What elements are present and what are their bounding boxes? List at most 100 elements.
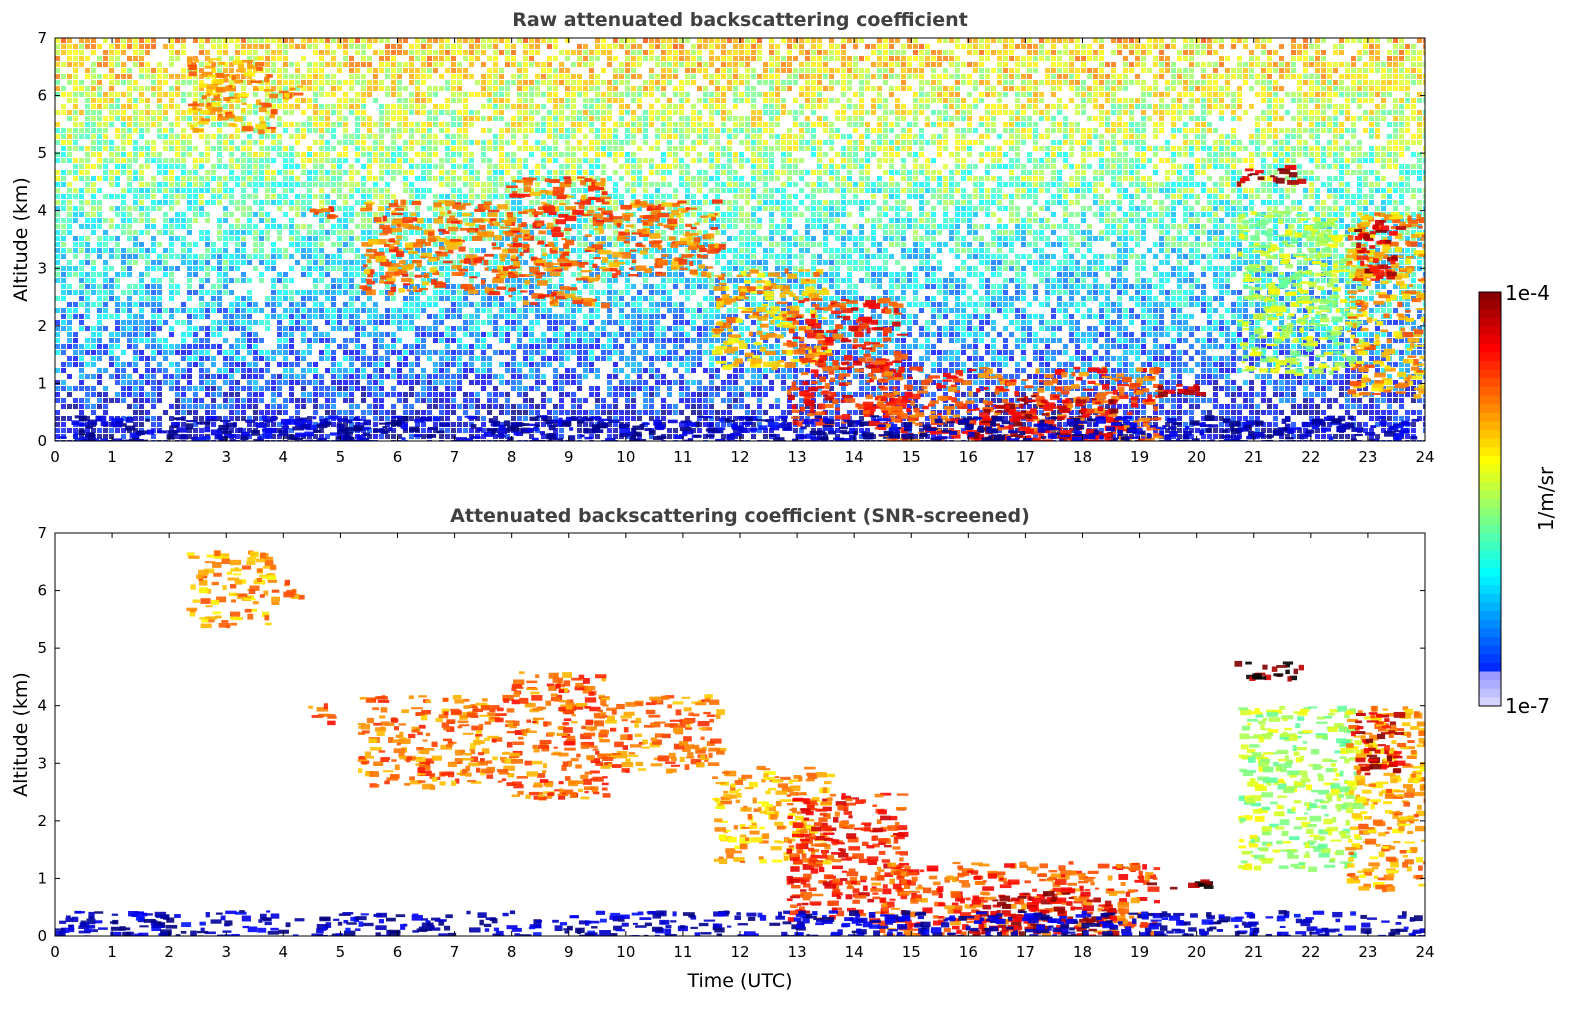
x-tick-label: 17 <box>1016 943 1035 961</box>
x-tick-label: 16 <box>959 448 978 466</box>
x-tick-label: 22 <box>1301 448 1320 466</box>
x-tick-label: 7 <box>450 943 460 961</box>
colorbar-step <box>1479 697 1501 707</box>
x-tick-label: 21 <box>1244 448 1263 466</box>
colorbar-step <box>1479 680 1501 690</box>
plot-background <box>55 533 1425 936</box>
x-tick-label: 4 <box>279 448 289 466</box>
x-tick-label: 0 <box>50 943 60 961</box>
colorbar-step <box>1479 542 1501 552</box>
feature-cloud-11 <box>1146 879 1214 890</box>
x-tick-label: 14 <box>845 943 864 961</box>
feature-cloud-4 <box>357 694 524 790</box>
x-tick-label: 8 <box>507 943 517 961</box>
feature-cloud-2 <box>283 579 305 600</box>
colorbar-step <box>1479 576 1501 586</box>
x-tick-label: 5 <box>336 448 346 466</box>
x-tick-label: 22 <box>1301 943 1320 961</box>
x-tick-label: 20 <box>1187 943 1206 961</box>
x-tick-label: 12 <box>730 448 749 466</box>
colorbar-step <box>1479 559 1501 569</box>
x-tick-label: 19 <box>1130 448 1149 466</box>
colorbar-step <box>1479 628 1501 638</box>
colorbar-step <box>1479 361 1501 371</box>
x-tick-label: 6 <box>393 943 403 961</box>
plot-area-1 <box>55 38 1425 441</box>
colorbar-step <box>1479 688 1501 698</box>
colorbar-step <box>1479 490 1501 500</box>
colorbar-step <box>1479 395 1501 405</box>
x-tick-label: 9 <box>564 448 574 466</box>
colorbar-max-label: 1e-4 <box>1505 281 1550 305</box>
x-tick-label: 24 <box>1415 943 1434 961</box>
colorbar-step <box>1479 438 1501 448</box>
x-tick-label: 9 <box>564 943 574 961</box>
x-tick-label: 13 <box>788 448 807 466</box>
colorbar-step <box>1479 533 1501 543</box>
x-axis-1: 0 1 2 3 4 5 6 7 8 9 10 11 12 13 14 15 16 17 18 19 20 21 22 23 24 <box>50 38 1435 466</box>
feature-cloud-1 <box>186 550 281 629</box>
feature-cloud-4 <box>359 199 519 296</box>
x-tick-label: 18 <box>1073 448 1092 466</box>
colorbar-step <box>1479 611 1501 621</box>
y-axis-2: 0 1 2 3 4 5 6 7 <box>37 524 1425 945</box>
feature-cloud-2 <box>279 85 304 101</box>
colorbar-unit-label: 1/m/sr <box>1534 466 1558 531</box>
colorbar-step <box>1479 326 1501 336</box>
x-axis-2: 0 1 2 3 4 5 6 7 8 9 10 11 12 13 14 15 16 17 18 19 20 21 22 23 24 <box>50 533 1435 961</box>
colorbar-step <box>1479 369 1501 379</box>
colorbar-step <box>1479 637 1501 647</box>
feature-cloud-15 <box>1350 711 1406 776</box>
feature-cloud-7 <box>711 268 833 371</box>
x-tick-label: 4 <box>279 943 289 961</box>
x-tick-label: 24 <box>1415 448 1434 466</box>
feature-cloud-5 <box>505 176 614 309</box>
feature-cloud-6 <box>597 199 726 279</box>
colorbar-step <box>1479 602 1501 612</box>
y-tick-label: 4 <box>37 697 47 715</box>
colorbar-step <box>1479 550 1501 560</box>
colorbar-step <box>1479 671 1501 681</box>
y-tick-label: 0 <box>37 432 47 450</box>
feature-cloud-1 <box>186 56 278 135</box>
colorbar-step <box>1479 352 1501 362</box>
y-tick-label: 4 <box>37 202 47 220</box>
colorbar-step <box>1479 593 1501 603</box>
feature-cloud-6 <box>597 694 727 774</box>
colorbar-step <box>1479 645 1501 655</box>
colorbar-step <box>1479 464 1501 474</box>
y-axis-label: Altitude (km) <box>10 672 32 797</box>
colorbar-min-label: 1e-7 <box>1505 694 1550 718</box>
colorbar-step <box>1479 481 1501 491</box>
x-tick-label: 19 <box>1130 943 1149 961</box>
colorbar-step <box>1479 447 1501 457</box>
panel-title: Attenuated backscattering coefficient (S… <box>450 505 1030 527</box>
colorbar-step <box>1479 662 1501 672</box>
y-tick-label: 6 <box>37 87 47 105</box>
colorbar-step <box>1479 654 1501 664</box>
x-tick-label: 1 <box>107 448 117 466</box>
x-tick-label: 3 <box>221 943 231 961</box>
x-tick-label: 11 <box>673 448 692 466</box>
panel-title: Raw attenuated backscattering coefficien… <box>512 9 968 31</box>
colorbar-step <box>1479 499 1501 509</box>
colorbar-step <box>1479 619 1501 629</box>
feature-cloud-5 <box>506 671 611 801</box>
panel-2: 0 1 2 3 4 5 6 7 8 9 10 11 12 13 14 15 16 17 18 19 20 21 22 23 24… <box>10 505 1435 992</box>
x-tick-label: 23 <box>1358 448 1377 466</box>
feature-cloud-8 <box>786 297 909 429</box>
x-tick-label: 10 <box>616 448 635 466</box>
x-tick-label: 16 <box>959 943 978 961</box>
y-axis-1: 0 1 2 3 4 5 6 7 <box>37 29 1425 450</box>
x-tick-label: 1 <box>107 943 117 961</box>
feature-cloud-14 <box>1345 705 1425 893</box>
colorbar-step <box>1479 568 1501 578</box>
feature-cloud-15 <box>1352 219 1407 281</box>
colorbar-step <box>1479 335 1501 345</box>
feature-cloud-12 <box>1234 660 1305 682</box>
y-tick-label: 2 <box>37 812 47 830</box>
y-tick-label: 1 <box>37 869 47 887</box>
feature-cloud-3 <box>309 206 339 220</box>
y-tick-label: 7 <box>37 524 47 542</box>
